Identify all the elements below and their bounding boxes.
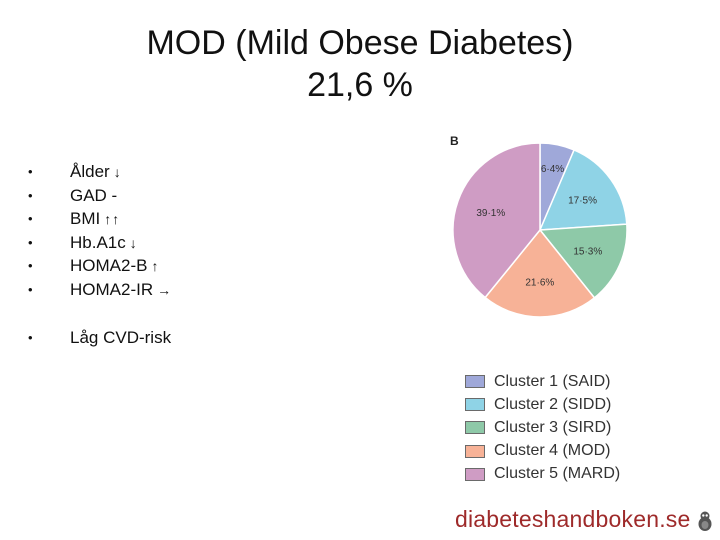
arrow-down-icon: ↓ bbox=[113, 163, 121, 180]
pie-slice-label: 21·6% bbox=[525, 278, 554, 289]
pie-slice-label: 17·5% bbox=[568, 195, 597, 206]
legend-swatch bbox=[465, 421, 485, 435]
legend-label: Cluster 4 (MOD) bbox=[494, 442, 611, 460]
legend-entry: Cluster 2 (SIDD) bbox=[465, 393, 620, 416]
characteristic-item: • HOMA2-B ↑ bbox=[28, 254, 171, 278]
risk-label: Låg CVD-risk bbox=[70, 328, 172, 347]
legend-entry: Cluster 4 (MOD) bbox=[465, 440, 620, 463]
cluster-pie-chart: 6·4% 17·5% 15·3% 21·6% 39·1% bbox=[452, 142, 628, 318]
arrow-up-icon: ↑ bbox=[151, 258, 159, 275]
arrow-right-icon: → bbox=[157, 281, 172, 298]
characteristic-label: Hb.A1c bbox=[70, 232, 126, 252]
legend-swatch bbox=[465, 398, 485, 412]
bullet-marker: • bbox=[28, 281, 33, 297]
brand-mascot-icon bbox=[698, 511, 712, 531]
arrow-up-icon: ↑ bbox=[112, 210, 120, 227]
characteristic-label: BMI bbox=[70, 209, 101, 229]
footer-brand: diabeteshandboken.se bbox=[455, 506, 691, 532]
characteristic-item: • HOMA2-IR → bbox=[28, 278, 171, 302]
characteristics-list: • Ålder ↓ • GAD - • BMI ↑ ↑ • Hb.A1c ↓ • HOMA2-B ↑ • HOM… bbox=[28, 160, 171, 302]
legend-label: Cluster 1 (SAID) bbox=[494, 372, 611, 390]
title-line-1: MOD (Mild Obese Diabetes) bbox=[146, 24, 574, 62]
risk-list: • Låg CVD-risk bbox=[28, 326, 171, 350]
title-line-2: 21,6 % bbox=[307, 66, 413, 104]
pie-slice-cluster-5 bbox=[452, 142, 541, 299]
risk-item: • Låg CVD-risk bbox=[28, 326, 171, 350]
chart-legend: Cluster 1 (SAID) Cluster 2 (SIDD) Cluster … bbox=[465, 370, 620, 486]
characteristic-label: HOMA2-B bbox=[70, 256, 148, 276]
bullet-marker: • bbox=[28, 258, 33, 274]
bullet-marker: • bbox=[28, 234, 33, 250]
legend-entry: Cluster 5 (MARD) bbox=[465, 463, 620, 486]
legend-entry: Cluster 3 (SIRD) bbox=[465, 416, 620, 439]
bullet-marker: • bbox=[28, 164, 33, 179]
characteristic-item: • GAD - bbox=[28, 184, 171, 208]
pie-slice-cluster-2 bbox=[538, 148, 628, 231]
pie-slice-label: 15·3% bbox=[573, 246, 602, 257]
characteristic-item: • Hb.A1c ↓ bbox=[28, 231, 171, 255]
pie-slice-cluster-4 bbox=[484, 228, 596, 318]
chart-panel-label: B bbox=[450, 134, 459, 148]
bullet-marker: • bbox=[28, 211, 33, 227]
pie-slice-label: 6·4% bbox=[541, 164, 564, 175]
arrow-up-icon: ↑ bbox=[104, 210, 112, 227]
bullet-marker: • bbox=[28, 330, 33, 345]
legend-label: Cluster 3 (SIRD) bbox=[494, 418, 612, 436]
characteristic-item: • BMI ↑ ↑ bbox=[28, 207, 171, 231]
bullet-marker: • bbox=[28, 187, 33, 203]
slide-title: MOD (Mild Obese Diabetes) 21,6 % bbox=[0, 22, 720, 106]
legend-swatch bbox=[465, 375, 485, 389]
arrow-down-icon: ↓ bbox=[129, 234, 137, 251]
legend-label: Cluster 5 (MARD) bbox=[494, 465, 621, 483]
legend-label: Cluster 2 (SIDD) bbox=[494, 395, 612, 413]
characteristic-item: • Ålder ↓ bbox=[28, 160, 171, 184]
characteristic-label: Ålder bbox=[70, 162, 110, 181]
legend-swatch bbox=[465, 467, 485, 481]
legend-entry: Cluster 1 (SAID) bbox=[465, 370, 620, 393]
pie-slice-label: 39·1% bbox=[476, 208, 505, 219]
pie-slice-cluster-3 bbox=[538, 223, 628, 299]
legend-swatch bbox=[465, 444, 485, 458]
characteristic-label: HOMA2-IR bbox=[70, 279, 154, 299]
characteristic-label: GAD - bbox=[70, 185, 118, 205]
